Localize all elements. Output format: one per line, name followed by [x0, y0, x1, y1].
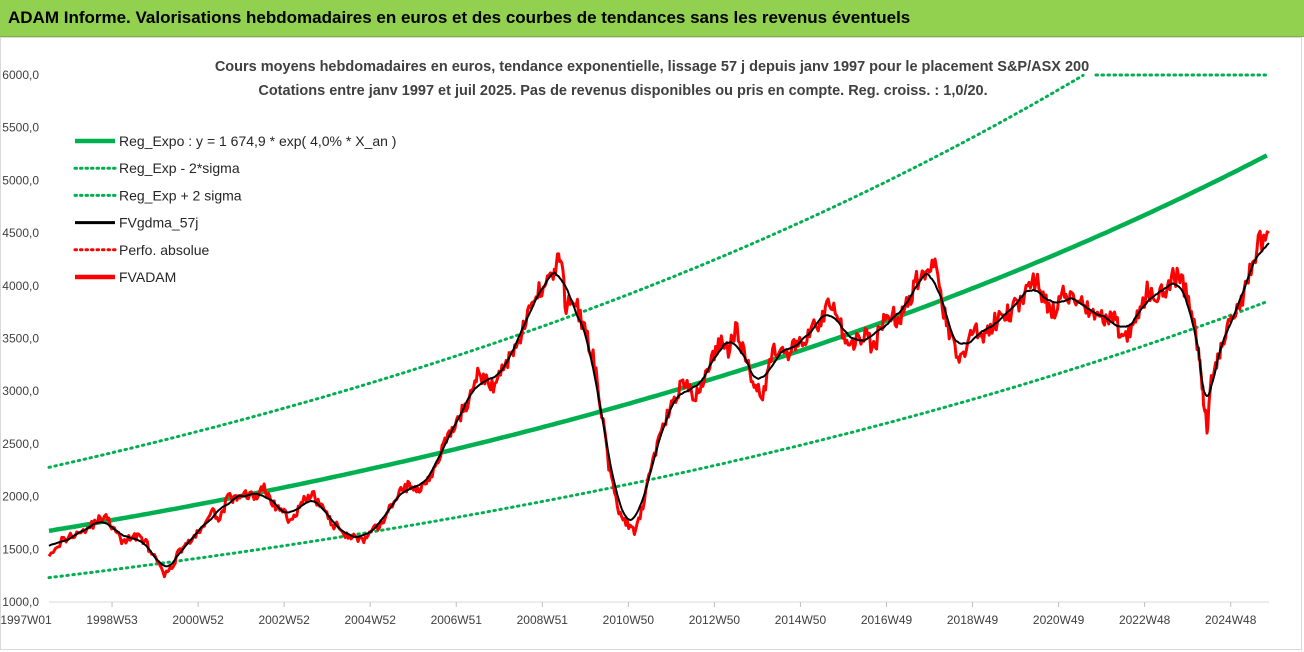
title-bar: ADAM Informe. Valorisations hebdomadaire… [0, 0, 1304, 37]
y-tick-label: 2000,0 [2, 490, 39, 504]
x-tick-label: 2000W52 [172, 613, 224, 627]
x-tick-label: 2022W48 [1119, 613, 1171, 627]
x-tick-label: 2014W50 [775, 613, 827, 627]
y-tick-label: 1000,0 [2, 595, 39, 609]
fvadam-series-line [47, 229, 1270, 579]
legend-label: Reg_Exp - 2*sigma [119, 160, 240, 176]
y-tick-label: 5500,0 [2, 121, 39, 135]
chart-subtitle-line1: Cours moyens hebdomadaires en euros, ten… [215, 59, 1089, 75]
chart-window-title: ADAM Informe. Valorisations hebdomadaire… [8, 8, 911, 27]
x-tick-label: 1997W01 [1, 613, 52, 627]
reg-exp-minus-2sigma-line [47, 300, 1269, 580]
legend-label: Perfo. absolue [119, 242, 209, 258]
legend-label: Reg_Exp + 2 sigma [119, 187, 242, 203]
fvgdma-57j-line [48, 242, 1270, 568]
y-tick-label: 5000,0 [2, 173, 39, 187]
legend-label: FVADAM [119, 269, 176, 285]
data-series [47, 229, 1270, 579]
x-tick-label: 2008W51 [517, 613, 569, 627]
x-tick-label: 2024W48 [1205, 613, 1257, 627]
x-tick-label: 2012W50 [689, 613, 741, 627]
x-tick-label: 1998W53 [86, 613, 138, 627]
x-tick-label: 2016W49 [861, 613, 913, 627]
y-tick-label: 1500,0 [2, 542, 39, 556]
reg-exp-plus-2sigma-line [47, 73, 1085, 469]
y-tick-label: 6000,0 [2, 68, 39, 82]
y-tick-label: 2500,0 [2, 437, 39, 451]
chart-area: Cours moyens hebdomadaires en euros, ten… [0, 37, 1302, 650]
chart-subtitle-line2: Cotations entre janv 1997 et juil 2025. … [258, 83, 987, 99]
y-tick-label: 4500,0 [2, 226, 39, 240]
x-tick-label: 2004W52 [345, 613, 397, 627]
legend: Reg_Expo : y = 1 674,9 * exp( 4,0% * X_a… [73, 133, 396, 285]
legend-label: Reg_Expo : y = 1 674,9 * exp( 4,0% * X_a… [119, 133, 396, 149]
legend-label: FVgdma_57j [119, 215, 198, 231]
chart-svg: Cours moyens hebdomadaires en euros, ten… [1, 59, 1271, 627]
x-tick-label: 2010W50 [603, 613, 655, 627]
axes: 1000,0 1500,0 2000,0 2500,0 3000,0 3500,0 4000… [1, 68, 1269, 627]
reg-expo-line [48, 153, 1268, 534]
x-tick-label: 2006W51 [431, 613, 483, 627]
y-tick-label: 4000,0 [2, 279, 39, 293]
x-tick-label: 2002W52 [258, 613, 310, 627]
x-tick-label: 2018W49 [947, 613, 999, 627]
x-tick-label: 2020W49 [1033, 613, 1085, 627]
y-tick-label: 3500,0 [2, 332, 39, 346]
y-tick-label: 3000,0 [2, 384, 39, 398]
